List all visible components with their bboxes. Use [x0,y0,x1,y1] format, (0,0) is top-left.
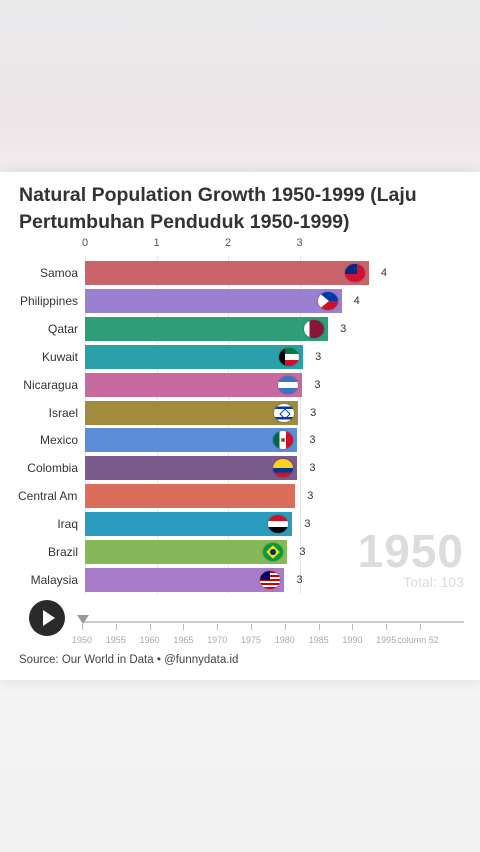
timeline-tick [318,624,320,630]
value-label: 3 [315,350,322,363]
timeline-label: 1965 [173,635,194,645]
timeline-tick [82,624,83,630]
qatar-flag-icon [304,319,325,338]
category-label: Philippines [19,293,78,308]
value-label: 3 [309,434,316,447]
bar [85,344,304,369]
bar-row: Mexico 3 [0,428,480,453]
timeline-label: 1955 [105,635,126,645]
nicaragua-flag-icon [278,375,299,394]
category-label: Brazil [47,545,78,559]
category-label: Malaysia [30,572,78,587]
timeline-tick [217,624,219,630]
timeline-label: 1960 [139,635,160,645]
category-label: Iraq [57,517,78,532]
value-label: 3 [296,573,303,586]
bar [85,372,303,397]
category-label: Central America [18,489,78,504]
bar [85,567,285,592]
value-label: 3 [314,378,321,391]
iraq-flag-icon [268,515,289,534]
category-label: Colombia [27,461,78,476]
timeline-label: 1985 [308,635,329,645]
timeline-label: column 52 [397,635,439,645]
value-label: 3 [304,518,311,531]
bar-row: Colombia 3 [0,456,480,481]
philippines-flag-icon [317,291,338,310]
timeline-tick [149,624,151,630]
timeline-label: 1970 [207,635,228,645]
total-display: Total: 103 [403,574,464,590]
timeline-label: 1995 [376,635,397,645]
bar-row: Qatar 3 [0,316,480,341]
timeline-tick [183,624,185,630]
bar [85,540,288,564]
bar-row: Central America 3 [0,484,480,509]
value-label: 4 [380,267,387,279]
category-label: Qatar [47,321,78,336]
bar [85,456,298,481]
gridline [156,256,158,594]
category-label: Kuwait [41,349,78,364]
timeline-label: 1980 [274,635,295,645]
bar [85,261,369,285]
bar-row: Kuwait 3 [0,344,480,369]
timeline-track[interactable] [82,621,464,623]
bar [85,484,296,509]
timeline-tick [251,624,252,630]
value-label: 3 [310,406,317,419]
bar-row: Brazil 3 [0,540,480,564]
mexico-flag-icon [273,431,294,450]
samoa-flag-icon [344,264,365,282]
category-label: Israel [48,405,78,420]
gridline [299,256,301,594]
x-tick-label: 3 [296,237,303,249]
x-tick-label: 0 [81,237,89,249]
bar-row: Iraq 3 [0,512,480,537]
bar-row: Philippines 4 [0,288,480,313]
bar [85,316,329,341]
colombia-flag-icon [273,459,294,478]
timeline-label: 1950 [71,635,93,645]
bar [85,428,298,453]
chart-card: Natural Population Growth 1950-1999 (Laj… [0,172,480,680]
timeline-tick [284,624,286,630]
timeline-tick [115,624,117,630]
timeline-handle[interactable] [77,615,89,624]
israel-flag-icon [274,403,295,422]
brazil-flag-icon [263,543,284,561]
x-tick-label: 2 [224,237,232,249]
timeline-tick [352,624,354,630]
category-label: Samoa [39,266,78,280]
value-label: 3 [307,490,314,503]
timeline-tick [386,624,388,630]
value-label: 3 [299,546,306,558]
timeline-tick [420,624,421,630]
value-label: 3 [340,322,347,335]
gridline [85,256,86,594]
category-label: Mexico [39,433,78,448]
bar-row: Israel 3 [0,400,480,425]
bar [85,288,342,313]
bar-row: Nicaragua 3 [0,372,480,397]
source-text: Source: Our World in Data • @funnydata.i… [19,654,239,666]
category-label: Nicaragua [23,377,78,392]
timeline-label: 1990 [342,635,363,645]
value-label: 3 [309,462,316,475]
x-tick-label: 1 [153,237,160,249]
value-label: 4 [353,294,360,307]
malaysia-flag-icon [260,570,281,589]
kuwait-flag-icon [279,347,300,366]
bar [85,512,293,537]
bar-row: Malaysia 3 [0,567,480,592]
bar [85,400,299,425]
bar-row: Samoa 4 [0,261,480,285]
play-button[interactable] [29,600,65,636]
timeline-label: 1975 [240,635,262,645]
gridline [228,256,229,594]
year-display: 1950 [357,525,464,577]
chart-title: Natural Population Growth 1950-1999 (Laj… [19,184,417,233]
